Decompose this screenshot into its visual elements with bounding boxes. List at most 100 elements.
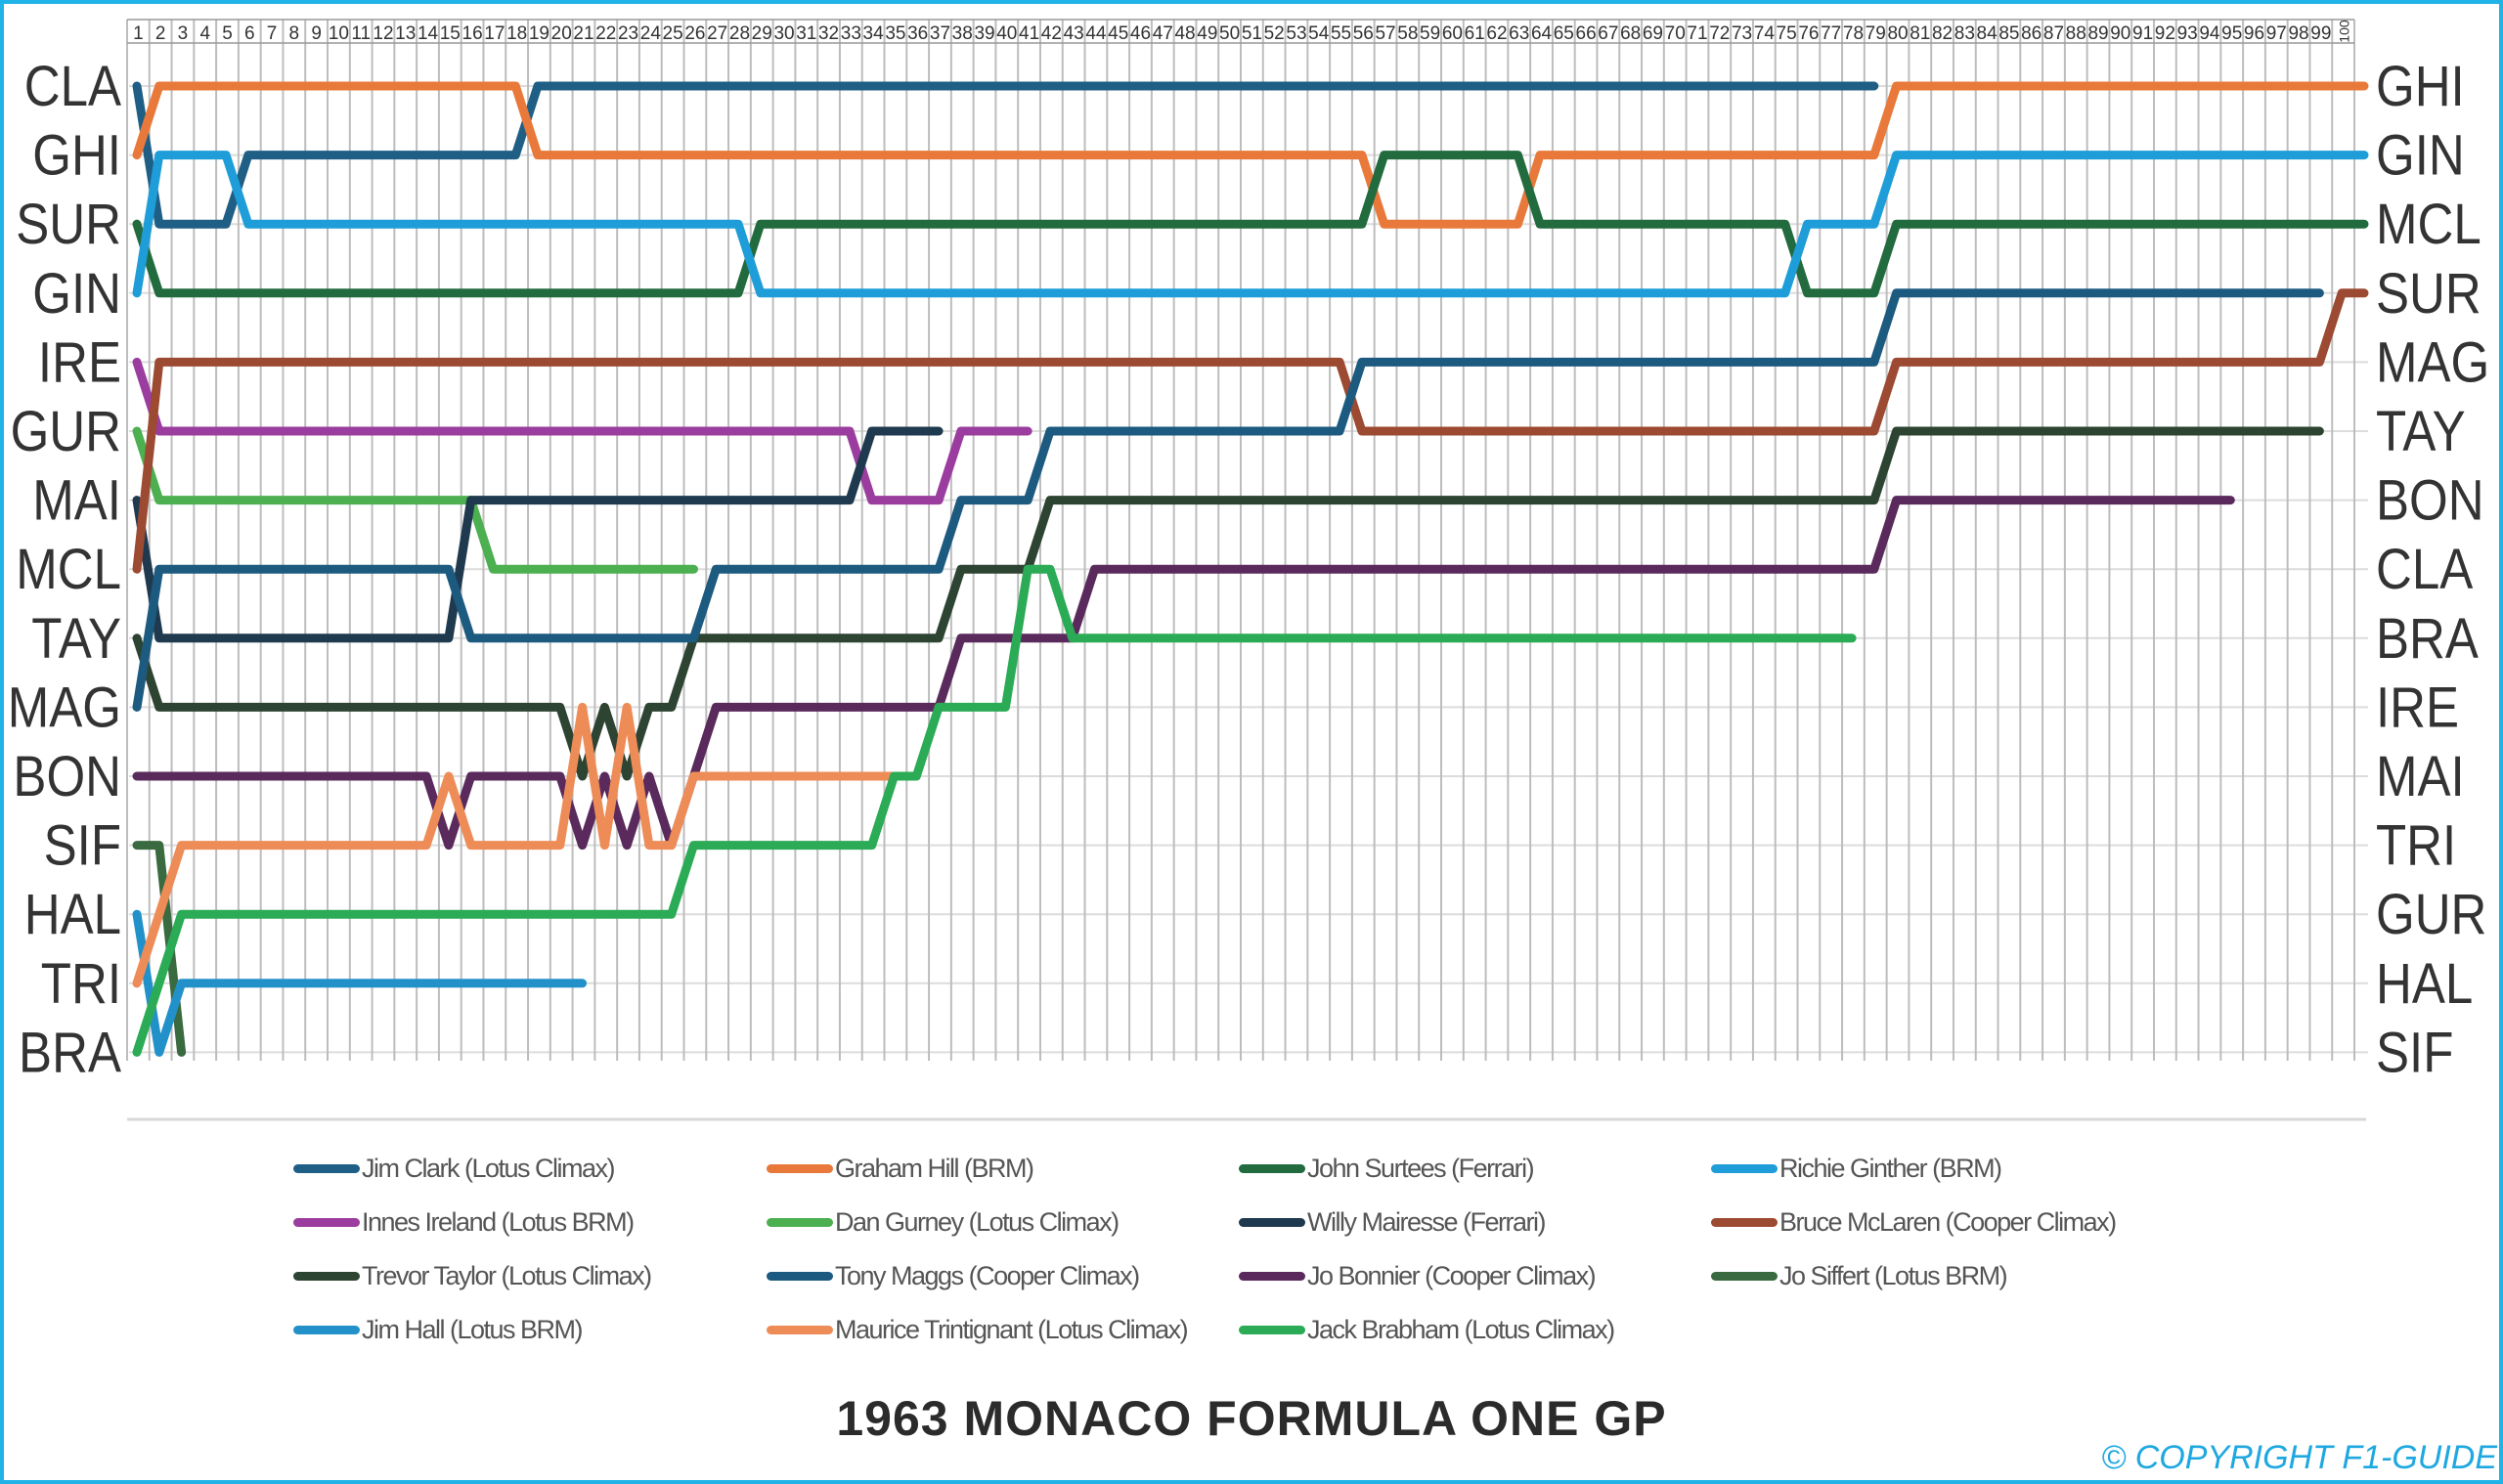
series-line-sur <box>132 151 2369 298</box>
lap-tick-label: 82 <box>1932 23 1953 44</box>
lap-tick-label: 70 <box>1665 23 1686 44</box>
lap-tick-label: 37 <box>930 23 950 44</box>
lap-tick-label: 69 <box>1643 23 1663 44</box>
legend-item-gin[interactable]: Richie Ginther (BRM) <box>1711 1154 2002 1184</box>
legend-item-sur[interactable]: John Surtees (Ferrari) <box>1239 1154 1535 1184</box>
lap-tick-label: 89 <box>2087 23 2108 44</box>
lap-tick-label: 99 <box>2310 23 2331 44</box>
lap-tick-label: 36 <box>907 23 928 44</box>
legend-swatch <box>767 1272 833 1281</box>
series-line-gur <box>132 426 698 574</box>
start-position-label: HAL <box>24 883 121 946</box>
legend-item-mag[interactable]: Tony Maggs (Cooper Climax) <box>767 1261 1140 1291</box>
legend-item-sif[interactable]: Jo Siffert (Lotus BRM) <box>1711 1261 2008 1291</box>
lap-tick-label: 35 <box>885 23 905 44</box>
lap-tick-label: 80 <box>1887 23 1908 44</box>
lap-tick-label: 17 <box>484 23 505 44</box>
lap-tick-label: 90 <box>2110 23 2130 44</box>
start-position-label: GIN <box>32 262 121 326</box>
series-line-tay <box>132 426 2324 781</box>
lap-tick-label: 60 <box>1442 23 1463 44</box>
lap-tick-label: 85 <box>1998 23 2019 44</box>
finish-position-label: GHI <box>2376 55 2465 118</box>
legend-item-cla[interactable]: Jim Clark (Lotus Climax) <box>293 1154 616 1184</box>
legend-item-ire[interactable]: Innes Ireland (Lotus BRM) <box>293 1207 635 1238</box>
legend-item-mai[interactable]: Willy Mairesse (Ferrari) <box>1239 1207 1547 1238</box>
lap-tick-label: 33 <box>841 23 861 44</box>
legend-item-tay[interactable]: Trevor Taylor (Lotus Climax) <box>293 1261 652 1291</box>
legend-item-hal[interactable]: Jim Hall (Lotus BRM) <box>293 1315 584 1345</box>
lap-tick-label: 14 <box>417 23 439 44</box>
legend-swatch <box>1239 1272 1305 1281</box>
lap-tick-label: 78 <box>1843 23 1864 44</box>
lap-tick-label: 45 <box>1108 23 1128 44</box>
lap-tick-label: 3 <box>178 23 189 44</box>
series-line-tri <box>132 702 899 988</box>
lap-tick-label: 64 <box>1531 23 1553 44</box>
start-position-label: TRI <box>41 952 121 1016</box>
lap-tick-label: 55 <box>1331 23 1351 44</box>
start-position-label: IRE <box>38 330 121 394</box>
lap-tick-label: 94 <box>2199 23 2220 44</box>
lap-tick-label: 56 <box>1353 23 1374 44</box>
start-position-label: SUR <box>16 193 121 256</box>
legend-item-gur[interactable]: Dan Gurney (Lotus Climax) <box>767 1207 1120 1238</box>
lap-tick-label: 96 <box>2244 23 2264 44</box>
lap-tick-label: 31 <box>796 23 816 44</box>
start-position-label: BON <box>13 745 121 808</box>
lap-tick-label: 53 <box>1286 23 1306 44</box>
lap-tick-label: 100 <box>2337 20 2352 43</box>
lap-tick-label: 47 <box>1153 23 1173 44</box>
legend-item-mcl[interactable]: Bruce McLaren (Cooper Climax) <box>1711 1207 2117 1238</box>
start-position-label: GHI <box>32 124 121 188</box>
lap-tick-label: 16 <box>462 23 483 44</box>
lap-tick-label: 88 <box>2066 23 2086 44</box>
legend-item-ghi[interactable]: Graham Hill (BRM) <box>767 1154 1034 1184</box>
lap-tick-label: 97 <box>2266 23 2287 44</box>
lap-tick-label: 9 <box>311 23 322 44</box>
lap-tick-label: 76 <box>1798 23 1819 44</box>
lap-tick-label: 48 <box>1174 23 1195 44</box>
lap-tick-label: 29 <box>752 23 772 44</box>
series-line-cla <box>132 81 1879 229</box>
lap-tick-label: 27 <box>707 23 727 44</box>
lap-tick-label: 10 <box>329 23 349 44</box>
lap-tick-label: 84 <box>1977 23 1998 44</box>
start-position-label: MAG <box>8 676 121 739</box>
finish-position-label: HAL <box>2376 952 2473 1016</box>
start-position-label: MAI <box>32 469 121 533</box>
lap-tick-label: 39 <box>974 23 994 44</box>
legend-label: Tony Maggs (Cooper Climax) <box>835 1261 1140 1290</box>
finish-position-label: GUR <box>2376 883 2486 946</box>
legend-swatch <box>767 1326 833 1334</box>
lap-tick-label: 83 <box>1954 23 1975 44</box>
lap-tick-label: 12 <box>373 23 393 44</box>
legend-swatch <box>293 1164 360 1173</box>
series-layer <box>132 81 2369 1057</box>
finish-position-label: SIF <box>2376 1021 2453 1084</box>
lap-tick-label: 92 <box>2155 23 2175 44</box>
series-line-hal <box>132 909 588 1057</box>
finish-position-label: GIN <box>2376 124 2465 188</box>
legend-item-tri[interactable]: Maurice Trintignant (Lotus Climax) <box>767 1315 1189 1345</box>
lap-tick-label: 75 <box>1777 23 1797 44</box>
lap-tick-label: 34 <box>863 23 885 44</box>
legend-label: Jim Clark (Lotus Climax) <box>362 1154 616 1183</box>
legend-swatch <box>293 1326 360 1334</box>
series-line-gin <box>132 151 2369 298</box>
legend-item-bon[interactable]: Jo Bonnier (Cooper Climax) <box>1239 1261 1597 1291</box>
legend-label: Innes Ireland (Lotus BRM) <box>362 1207 635 1237</box>
legend-swatch <box>1239 1326 1305 1334</box>
finish-position-label: TAY <box>2376 400 2466 463</box>
legend-item-bra[interactable]: Jack Brabham (Lotus Climax) <box>1239 1315 1615 1345</box>
lap-tick-label: 5 <box>222 23 233 44</box>
lap-tick-label: 2 <box>155 23 166 44</box>
lap-tick-label: 58 <box>1397 23 1418 44</box>
legend-label: Jack Brabham (Lotus Climax) <box>1307 1315 1615 1344</box>
series-line-sif <box>132 841 187 1057</box>
legend-swatch <box>767 1218 833 1227</box>
lap-tick-label: 32 <box>818 23 839 44</box>
legend-label: Jo Siffert (Lotus BRM) <box>1779 1261 2008 1290</box>
finish-position-label: SUR <box>2376 262 2481 326</box>
